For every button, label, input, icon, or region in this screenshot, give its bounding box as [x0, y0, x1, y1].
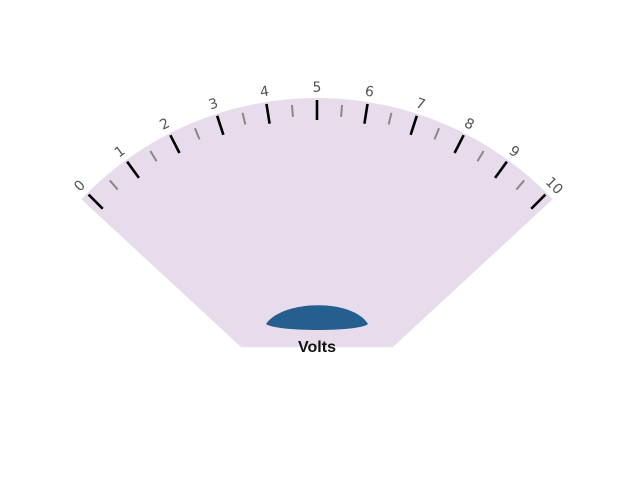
major-tick [453, 134, 465, 154]
tick-label: 0 [71, 177, 89, 195]
minor-tick [340, 104, 344, 118]
major-tick [169, 134, 181, 154]
major-tick [126, 160, 140, 179]
minor-tick [433, 127, 440, 140]
minor-tick [290, 104, 294, 118]
minor-tick [194, 127, 201, 140]
tick-label: 4 [259, 84, 270, 101]
minor-tick [241, 112, 247, 125]
major-tick [265, 103, 271, 124]
unit-label: Volts [298, 339, 336, 356]
tick-label: 2 [157, 115, 172, 133]
major-tick [215, 115, 225, 136]
major-tick [87, 193, 104, 210]
tick-label: 7 [414, 95, 427, 113]
minor-tick [149, 150, 158, 162]
tick-label: 1 [112, 143, 129, 161]
major-tick [363, 103, 369, 124]
tick-marks [87, 100, 547, 210]
needle-hub [266, 305, 368, 330]
major-tick [530, 193, 547, 210]
tick-label: 3 [207, 95, 220, 113]
minor-tick [476, 150, 485, 162]
major-tick [409, 115, 419, 136]
minor-tick [109, 179, 119, 191]
tick-label: 9 [506, 143, 523, 161]
tick-label: 6 [364, 84, 375, 101]
tick-label: 8 [461, 115, 476, 133]
major-tick [494, 160, 508, 179]
minor-tick [515, 179, 525, 191]
tick-label: 5 [313, 80, 322, 96]
dial-face [81, 98, 553, 348]
minor-tick [387, 112, 393, 125]
